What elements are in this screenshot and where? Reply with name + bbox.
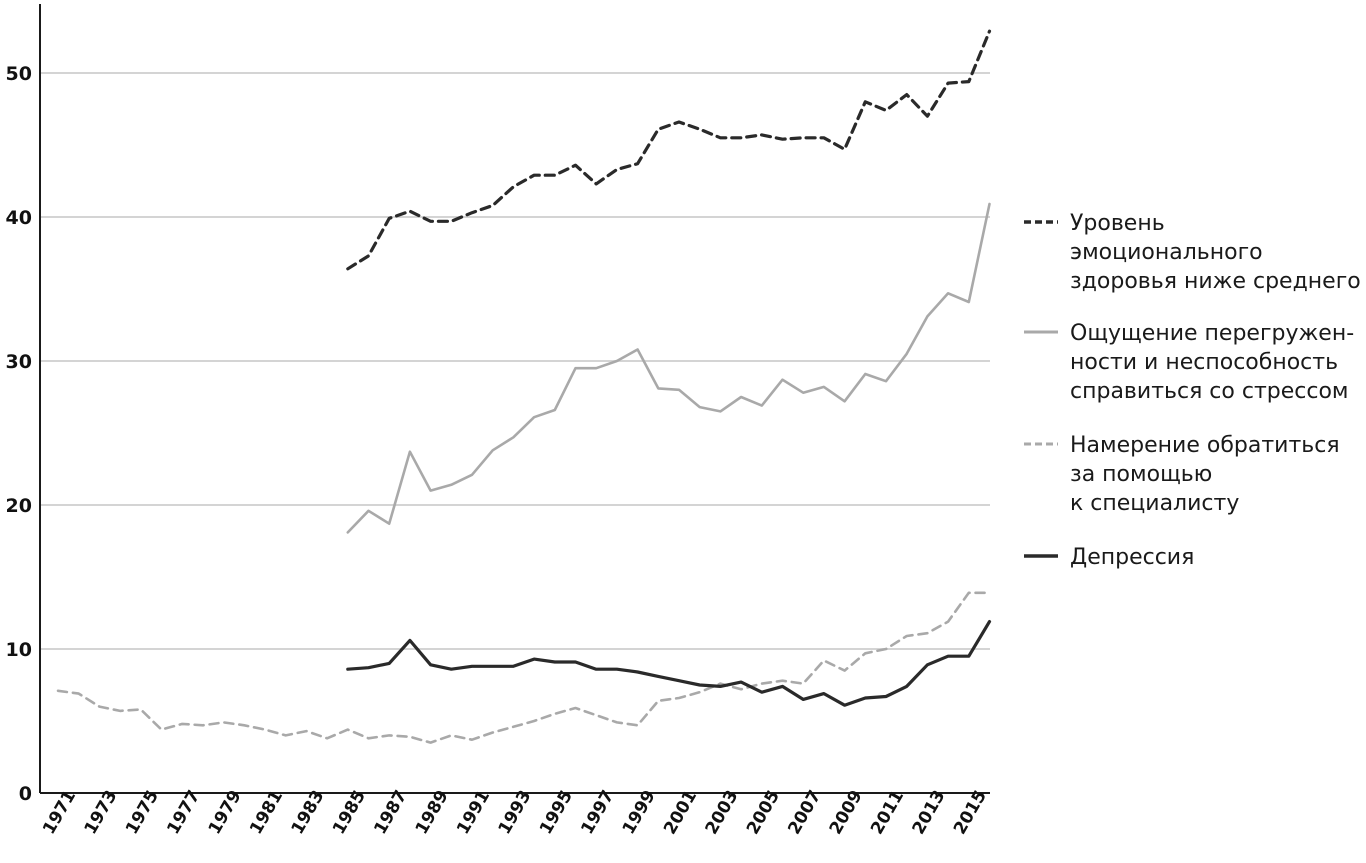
x-tick-label: 1979 (205, 787, 246, 838)
legend-label: справиться со стрессом (1070, 379, 1349, 404)
x-tick-label: 2005 (743, 787, 784, 838)
legend-label: Ощущение перегружен- (1070, 321, 1354, 346)
axes (39, 4, 990, 794)
x-tick-label: 1995 (536, 787, 577, 838)
legend-label: Депрессия (1070, 545, 1194, 570)
x-axis-tick-labels: 1971 1973 1975 1977 1979 1981 1983 1985 1987 1989… (39, 787, 991, 838)
series-line-1 (346, 202, 991, 534)
x-tick-label: 1975 (122, 787, 163, 838)
y-tick-label: 10 (6, 639, 32, 661)
x-tick-label: 1987 (370, 787, 411, 838)
x-tick-label: 1991 (453, 787, 494, 838)
x-tick-label: 1977 (163, 787, 204, 838)
x-tick-label: 1983 (288, 787, 329, 838)
series-lines (56, 29, 992, 744)
series-line-3 (346, 619, 992, 707)
x-tick-label: 1971 (39, 787, 80, 838)
x-tick-label: 2011 (867, 787, 908, 838)
legend-label: за помощью (1070, 462, 1212, 487)
y-tick-label: 20 (6, 495, 32, 517)
x-tick-label: 2009 (826, 787, 867, 838)
x-tick-label: 1981 (246, 787, 287, 838)
x-tick-label: 1989 (412, 787, 453, 838)
x-tick-label: 1985 (329, 787, 370, 838)
y-tick-label: 0 (19, 783, 32, 805)
x-tick-label: 2007 (784, 787, 825, 838)
legend-label: ности и неспособность (1070, 350, 1338, 375)
series-line-0 (346, 29, 992, 271)
y-tick-label: 30 (6, 351, 32, 373)
legend-label: к специалисту (1070, 491, 1239, 516)
legend-label: здоровья ниже среднего (1070, 269, 1361, 294)
legend-label: Намерение обратиться (1070, 433, 1340, 458)
y-axis-tick-labels: 0 10 20 30 40 50 (6, 63, 32, 805)
x-tick-label: 1973 (81, 787, 122, 838)
legend-label: Уровень (1070, 211, 1165, 236)
x-tick-label: 2001 (660, 787, 701, 838)
y-tick-label: 40 (6, 207, 32, 229)
legend-label: эмоционального (1070, 240, 1263, 265)
gridlines (40, 72, 990, 650)
x-tick-label: 1997 (577, 787, 618, 838)
x-tick-label: 2015 (950, 787, 991, 838)
y-tick-label: 50 (6, 63, 32, 85)
x-tick-label: 1999 (619, 787, 660, 838)
x-tick-label: 1993 (495, 787, 536, 838)
series-line-2 (56, 591, 991, 744)
x-tick-label: 2013 (909, 787, 950, 838)
x-tick-label: 2003 (702, 787, 743, 838)
legend: Уровень эмоционального здоровья ниже средн… (1024, 211, 1361, 570)
